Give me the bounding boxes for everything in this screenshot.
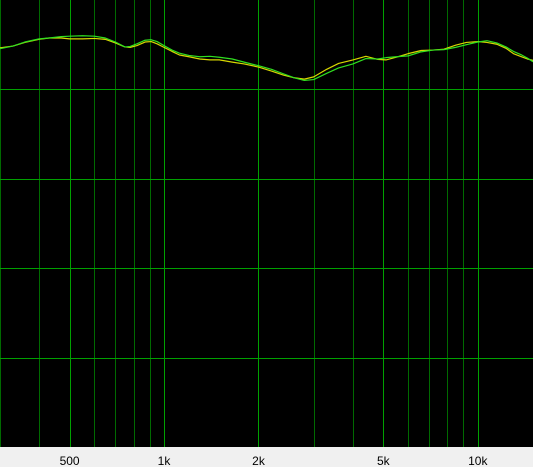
x-tick-label: 1k bbox=[158, 454, 172, 467]
plot-area bbox=[0, 0, 533, 447]
x-tick-label: 2k bbox=[252, 454, 266, 467]
series-layer bbox=[0, 35, 533, 82]
x-tick-labels: 500 1k 2k 5k 10k bbox=[60, 454, 489, 467]
series-line-2 bbox=[0, 35, 533, 82]
x-tick-label: 10k bbox=[468, 454, 488, 467]
series-line-1 bbox=[0, 37, 533, 80]
x-tick-label: 5k bbox=[377, 454, 391, 467]
x-tick-label: 500 bbox=[60, 454, 80, 467]
grid-layer bbox=[0, 0, 533, 447]
